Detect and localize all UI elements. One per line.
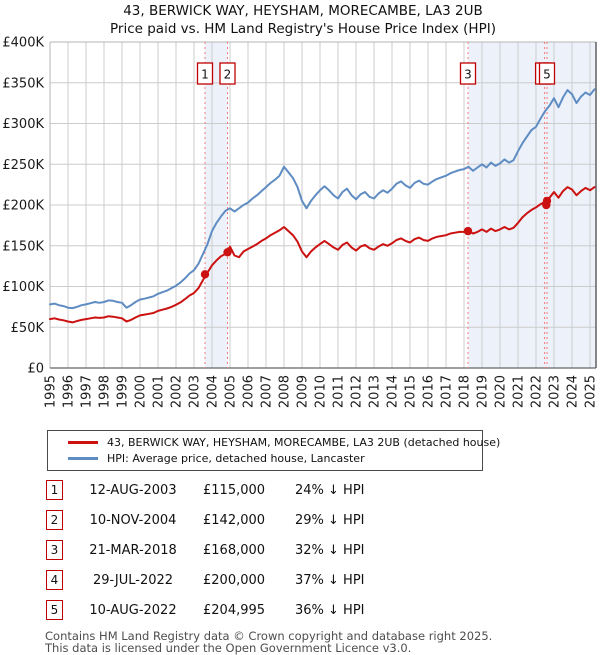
sale-row-4: 4 29-JUL-2022 £200,000 37% ↓ HPI: [46, 565, 600, 595]
legend-label-property: 43, BERWICK WAY, HEYSHAM, MORECAMBE, LA3…: [107, 435, 501, 449]
footer-line2: This data is licensed under the Open Gov…: [45, 641, 412, 655]
sale-dot-5: [542, 196, 552, 206]
sale-hpi-diff: 36% ↓ HPI: [295, 602, 365, 618]
svg-text:1998: 1998: [98, 375, 113, 408]
svg-text:2017: 2017: [440, 375, 455, 408]
sale-number-badge: 2: [46, 510, 63, 530]
sale-row-3: 3 21-MAR-2018 £168,000 32% ↓ HPI: [46, 535, 600, 565]
svg-text:1995: 1995: [44, 375, 59, 408]
chart-subtitle: Price paid vs. HM Land Registry's House …: [110, 21, 496, 37]
legend-item-hpi: HPI: Average price, detached house, Lanc…: [48, 450, 482, 466]
svg-text:2025: 2025: [584, 375, 599, 408]
svg-text:2014: 2014: [386, 375, 401, 408]
svg-text:2009: 2009: [296, 375, 311, 408]
sale-price: £204,995: [203, 602, 266, 618]
price-chart: 43, BERWICK WAY, HEYSHAM, MORECAMBE, LA3…: [2, 3, 598, 409]
sale-marker-boxes: 12345: [196, 62, 556, 85]
sale-hpi-diff: 32% ↓ HPI: [295, 542, 365, 558]
sale-number-badge: 3: [46, 540, 63, 560]
sale-price: £142,000: [203, 512, 266, 528]
svg-text:£100K: £100K: [2, 280, 44, 295]
svg-text:£200K: £200K: [2, 199, 44, 214]
svg-text:2002: 2002: [170, 375, 185, 408]
svg-text:2018: 2018: [458, 375, 473, 408]
price-paid-line: [49, 186, 596, 324]
red-line-swatch: [68, 440, 98, 444]
sale-number-badge: 4: [46, 570, 63, 590]
sale-row-5: 5 10-AUG-2022 £204,995 36% ↓ HPI: [46, 595, 600, 625]
sale-hpi-diff: 24% ↓ HPI: [295, 482, 365, 498]
gridlines: [50, 42, 596, 368]
svg-text:2011: 2011: [332, 375, 347, 408]
svg-text:2023: 2023: [548, 375, 563, 408]
sale-dot-3: [463, 226, 473, 236]
sale-date: 10-NOV-2004: [89, 512, 177, 528]
sale-date: 12-AUG-2003: [89, 482, 177, 498]
sale-dot-1: [200, 270, 210, 279]
svg-text:1996: 1996: [62, 375, 77, 408]
svg-text:2003: 2003: [188, 375, 203, 408]
sale-row-1: 1 12-AUG-2003 £115,000 24% ↓ HPI: [46, 475, 600, 505]
sale-date-lines: [204, 42, 548, 368]
sale-hpi-diff: 29% ↓ HPI: [295, 512, 365, 528]
svg-text:£50K: £50K: [11, 321, 45, 336]
footer-line1: Contains HM Land Registry data © Crown c…: [45, 629, 493, 643]
sale-dots: [200, 196, 552, 279]
y-axis-labels: £0 £50K £100K £150K £200K £250K £300K £350K £400…: [2, 36, 44, 377]
svg-text:2006: 2006: [242, 375, 257, 408]
sale-row-2: 2 10-NOV-2004 £142,000 29% ↓ HPI: [46, 505, 600, 535]
svg-text:5: 5: [543, 68, 551, 82]
sale-date: 29-JUL-2022: [92, 572, 174, 588]
sale-number-badge: 1: [46, 480, 63, 500]
svg-text:2: 2: [224, 68, 232, 82]
svg-text:2013: 2013: [368, 375, 383, 408]
svg-text:2012: 2012: [350, 375, 365, 408]
sales-table: 1 12-AUG-2003 £115,000 24% ↓ HPI 2 10-NOV-200…: [46, 475, 600, 625]
sale-price: £115,000: [203, 482, 266, 498]
chart-title: 43, BERWICK WAY, HEYSHAM, MORECAMBE, LA3…: [123, 3, 483, 19]
legend-item-property: 43, BERWICK WAY, HEYSHAM, MORECAMBE, LA3…: [48, 434, 500, 450]
svg-text:£0: £0: [27, 362, 44, 377]
svg-text:£150K: £150K: [2, 239, 44, 254]
svg-text:2004: 2004: [206, 375, 221, 408]
sale-date: 21-MAR-2018: [89, 542, 177, 558]
svg-text:2010: 2010: [314, 375, 329, 408]
svg-text:2024: 2024: [566, 375, 581, 408]
svg-text:2007: 2007: [260, 375, 275, 408]
chart-canvas: 12345£0£50K£100K£150K£200K£250K£300K£350…: [2, 36, 598, 409]
svg-text:2019: 2019: [476, 375, 491, 408]
svg-text:2000: 2000: [134, 375, 149, 408]
svg-text:2020: 2020: [494, 375, 509, 408]
x-axis-labels: 1995 1996 1997 1998 1999 2000 2001 2002 2003 2004…: [44, 375, 599, 408]
chart-legend: 43, BERWICK WAY, HEYSHAM, MORECAMBE, LA3…: [47, 430, 500, 471]
hpi-line: [49, 88, 596, 310]
svg-text:£250K: £250K: [2, 158, 44, 173]
sale-number-badge: 5: [46, 600, 63, 620]
plot-border: [49, 41, 597, 369]
svg-text:2022: 2022: [530, 375, 545, 408]
svg-text:2001: 2001: [152, 375, 167, 408]
sale-price: £168,000: [203, 542, 266, 558]
sale-date: 10-AUG-2022: [89, 602, 177, 618]
svg-text:£350K: £350K: [2, 76, 44, 91]
svg-text:2016: 2016: [422, 375, 437, 408]
legend-label-hpi: HPI: Average price, detached house, Lanc…: [107, 451, 365, 465]
svg-text:£400K: £400K: [2, 36, 44, 51]
sale-dot-2: [223, 248, 232, 257]
svg-text:2005: 2005: [224, 375, 239, 408]
blue-line-swatch: [68, 456, 98, 460]
svg-text:£300K: £300K: [2, 117, 44, 132]
svg-text:2015: 2015: [404, 375, 419, 408]
svg-text:2021: 2021: [512, 375, 527, 408]
sale-hpi-diff: 37% ↓ HPI: [295, 572, 365, 588]
svg-text:2008: 2008: [278, 375, 293, 408]
svg-text:1: 1: [201, 68, 209, 82]
license-footer: Contains HM Land Registry data © Crown c…: [45, 630, 600, 654]
svg-text:1999: 1999: [116, 375, 131, 408]
sale-price: £200,000: [203, 572, 266, 588]
svg-text:3: 3: [464, 68, 472, 82]
svg-text:1997: 1997: [80, 375, 95, 408]
